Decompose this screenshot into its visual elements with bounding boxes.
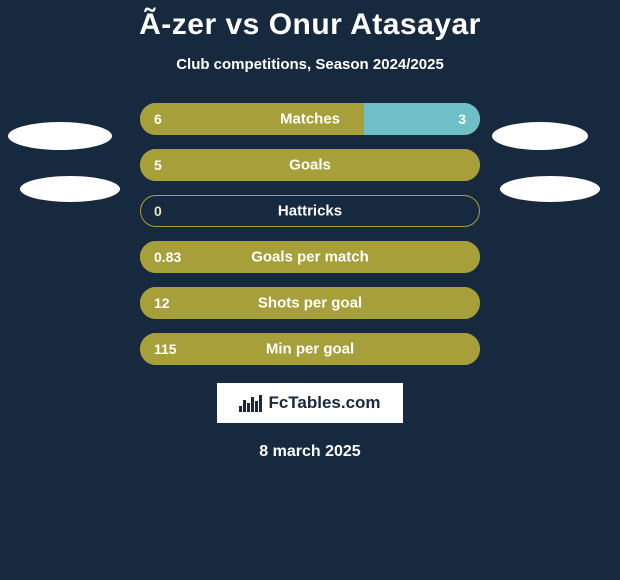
stat-row: Min per goal 115 <box>140 333 480 365</box>
stat-row-label: Min per goal <box>266 341 354 358</box>
stat-row-right-value: 3 <box>458 111 466 127</box>
bar-chart-icon <box>239 395 262 412</box>
stat-row-left-value: 6 <box>154 111 162 127</box>
stat-row-left-value: 0 <box>154 203 162 219</box>
brand-badge[interactable]: FcTables.com <box>217 383 402 423</box>
page-title: Ã-zer vs Onur Atasayar <box>139 8 481 42</box>
decorative-ellipse <box>500 176 600 202</box>
stat-row: Shots per goal 12 <box>140 287 480 319</box>
subtitle: Club competitions, Season 2024/2025 <box>176 56 444 73</box>
stat-row-label: Goals <box>289 157 331 174</box>
stat-row: Goals 5 <box>140 149 480 181</box>
decorative-ellipse <box>8 122 112 150</box>
decorative-ellipse <box>20 176 120 202</box>
stat-row-label: Hattricks <box>278 203 342 220</box>
stat-row: Hattricks 0 <box>140 195 480 227</box>
stat-row: Matches 6 3 <box>140 103 480 135</box>
stat-row-left-value: 0.83 <box>154 249 181 265</box>
stat-row: Goals per match 0.83 <box>140 241 480 273</box>
stat-row-left-value: 5 <box>154 157 162 173</box>
brand-text: FcTables.com <box>268 393 380 413</box>
date-label: 8 march 2025 <box>259 443 360 461</box>
stat-row-left-value: 115 <box>154 341 177 357</box>
stat-row-label: Goals per match <box>251 249 369 266</box>
stat-row-label: Shots per goal <box>258 295 362 312</box>
decorative-ellipse <box>492 122 588 150</box>
stat-row-left-value: 12 <box>154 295 170 311</box>
stat-row-label: Matches <box>280 111 340 128</box>
comparison-card: Ã-zer vs Onur Atasayar Club competitions… <box>0 0 620 580</box>
